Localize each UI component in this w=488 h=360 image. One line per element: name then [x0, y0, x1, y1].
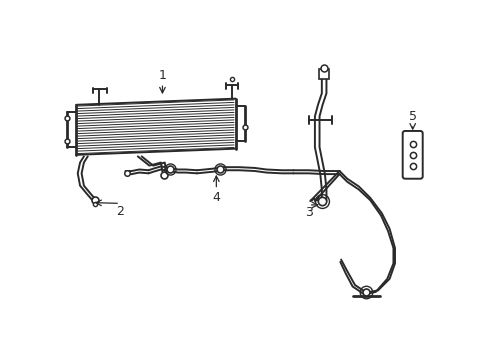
FancyBboxPatch shape: [402, 131, 422, 179]
Text: 2: 2: [116, 205, 124, 218]
Text: 5: 5: [408, 109, 416, 122]
Text: 3: 3: [304, 206, 312, 220]
Text: 1: 1: [158, 69, 166, 82]
Text: 4: 4: [212, 191, 220, 204]
